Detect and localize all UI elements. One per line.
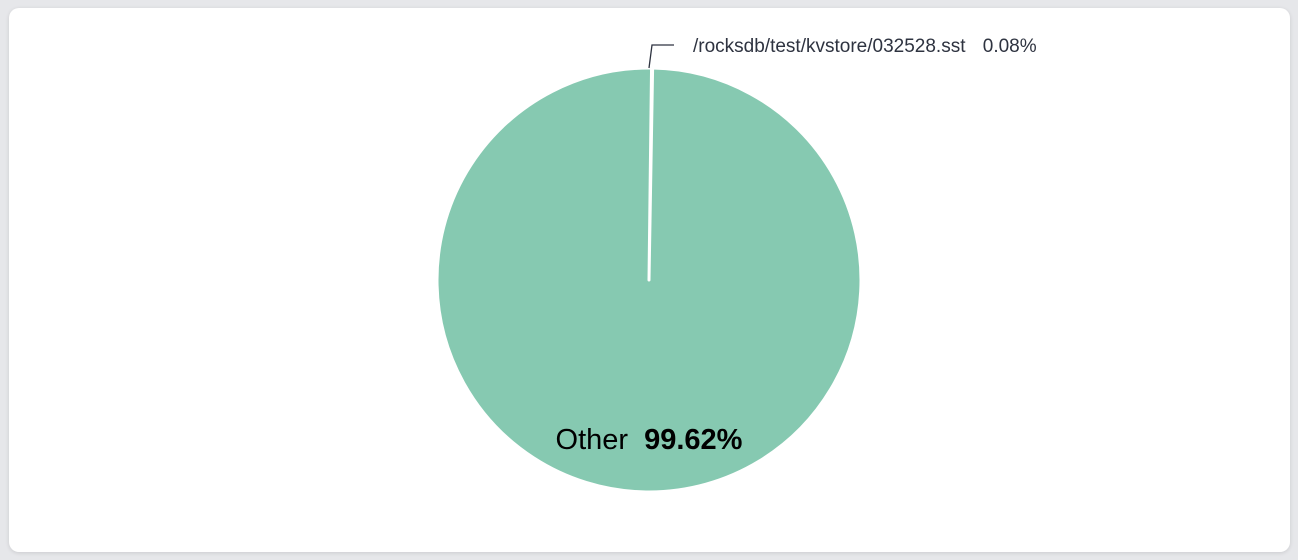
pie-slice-other[interactable] <box>435 66 863 494</box>
chart-card: /rocksdb/test/kvstore/032528.sst 0.08% O… <box>9 8 1290 552</box>
pie-slices <box>435 66 863 494</box>
callout-slice-name: /rocksdb/test/kvstore/032528.sst <box>693 36 966 57</box>
pie-chart: /rocksdb/test/kvstore/032528.sst 0.08% O… <box>435 36 1037 494</box>
other-slice-percent: 99.62% <box>644 424 743 456</box>
other-slice-name: Other <box>556 424 629 456</box>
callout-leader-line <box>648 44 674 69</box>
other-slice-label: Other 99.62% <box>556 424 743 456</box>
callout-label: /rocksdb/test/kvstore/032528.sst 0.08% <box>693 36 1037 57</box>
callout-slice-percent: 0.08% <box>983 36 1037 57</box>
